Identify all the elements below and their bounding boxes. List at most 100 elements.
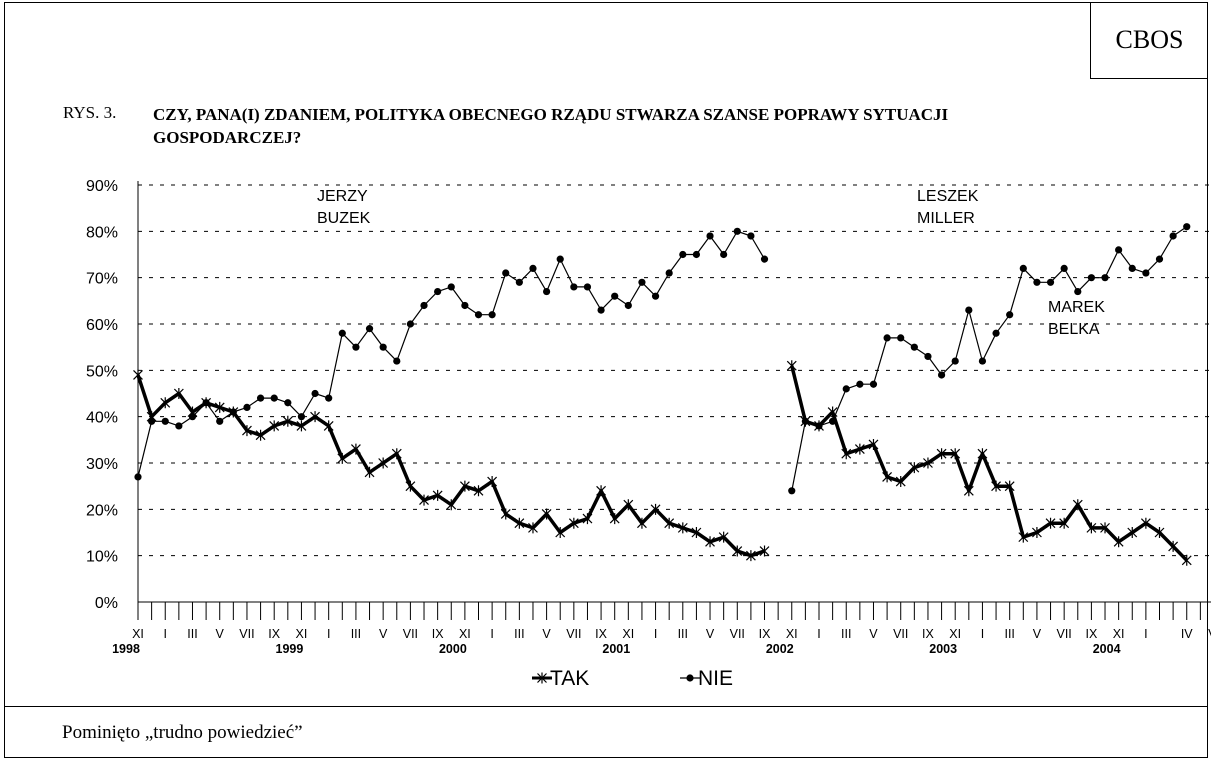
data-point bbox=[651, 292, 660, 300]
series-line-nie bbox=[137, 230, 766, 478]
data-point bbox=[978, 357, 987, 365]
data-point bbox=[541, 508, 552, 520]
data-point bbox=[391, 448, 402, 460]
data-point bbox=[815, 422, 823, 430]
x-tick-label: I bbox=[163, 627, 166, 641]
data-point bbox=[882, 471, 893, 483]
data-point bbox=[229, 408, 237, 416]
figure-number: RYS. 3. bbox=[63, 103, 117, 122]
x-tick-label: IV bbox=[1181, 627, 1193, 641]
data-point bbox=[337, 452, 348, 464]
figure-frame bbox=[4, 2, 1208, 758]
data-point bbox=[965, 306, 973, 314]
data-point bbox=[1087, 274, 1095, 282]
data-point bbox=[1168, 540, 1179, 552]
x-tick-label: IX bbox=[1085, 627, 1097, 641]
x-tick-label: XI bbox=[949, 627, 961, 641]
data-point bbox=[487, 476, 498, 488]
x-tick-label: XI bbox=[296, 627, 308, 641]
x-tick-label: VII bbox=[403, 627, 418, 641]
data-point bbox=[297, 413, 306, 421]
annotation-label: BELKA bbox=[1048, 321, 1100, 338]
data-point bbox=[1142, 269, 1150, 277]
y-tick-label: 20% bbox=[86, 502, 118, 519]
data-point bbox=[556, 255, 564, 263]
data-point bbox=[677, 522, 688, 534]
data-point bbox=[459, 480, 470, 492]
data-point bbox=[910, 343, 918, 351]
x-tick-label: V bbox=[869, 627, 878, 641]
line-chart: 0%10%20%30%40%50%60%70%80%90%XI I III V VII I… bbox=[86, 178, 1211, 690]
data-point bbox=[269, 420, 280, 432]
x-tick-label: I bbox=[490, 627, 493, 641]
data-point bbox=[434, 287, 442, 296]
data-point bbox=[732, 545, 743, 557]
x-tick-label: XI bbox=[1113, 627, 1125, 641]
series-line-tak bbox=[790, 365, 1188, 562]
data-point bbox=[924, 352, 932, 361]
data-point bbox=[991, 480, 1001, 492]
x-tick-label: V bbox=[542, 627, 551, 641]
x-tick-label: III bbox=[187, 627, 197, 641]
data-point bbox=[350, 443, 361, 455]
data-point bbox=[720, 250, 728, 259]
data-point bbox=[1060, 264, 1068, 272]
x-tick-label: III bbox=[514, 627, 524, 641]
data-point bbox=[1046, 278, 1055, 286]
data-point bbox=[869, 380, 878, 388]
x-tick-label: III bbox=[678, 627, 688, 641]
data-point bbox=[856, 380, 864, 388]
data-point bbox=[537, 672, 547, 684]
data-point bbox=[597, 306, 605, 314]
data-point bbox=[310, 411, 320, 423]
data-point bbox=[284, 399, 292, 407]
y-tick-label: 30% bbox=[86, 456, 118, 473]
data-point bbox=[664, 517, 675, 529]
data-point bbox=[718, 531, 729, 543]
data-point bbox=[733, 227, 741, 235]
data-point bbox=[1074, 287, 1082, 296]
y-tick-label: 10% bbox=[86, 549, 118, 566]
x-tick-label: I bbox=[654, 627, 657, 641]
data-point bbox=[650, 503, 661, 515]
data-point bbox=[1006, 311, 1014, 319]
data-point bbox=[788, 487, 796, 495]
data-point bbox=[446, 499, 457, 511]
data-point bbox=[420, 301, 428, 310]
data-point bbox=[160, 397, 171, 409]
annotation-label: BUZEK bbox=[317, 210, 371, 227]
data-point bbox=[488, 311, 496, 319]
y-tick-label: 90% bbox=[86, 178, 118, 195]
y-tick-label: 0% bbox=[95, 595, 118, 612]
data-point bbox=[1004, 480, 1015, 492]
data-point bbox=[923, 457, 933, 469]
data-point bbox=[854, 443, 865, 455]
data-point bbox=[173, 388, 184, 399]
data-point bbox=[897, 334, 905, 342]
annotation-label: MAREK bbox=[1048, 299, 1105, 316]
data-point bbox=[801, 417, 809, 425]
data-point bbox=[134, 473, 142, 481]
data-point bbox=[1086, 522, 1097, 534]
legend-marker bbox=[686, 674, 694, 682]
x-tick-label: VII bbox=[893, 627, 908, 641]
data-point bbox=[829, 417, 837, 425]
data-point bbox=[1018, 531, 1029, 543]
data-point bbox=[365, 325, 374, 333]
data-point bbox=[393, 357, 401, 365]
data-point bbox=[963, 485, 974, 497]
data-point bbox=[256, 394, 265, 402]
data-point bbox=[528, 522, 538, 534]
data-point bbox=[1155, 255, 1164, 263]
data-point bbox=[568, 517, 579, 529]
data-point bbox=[529, 264, 537, 272]
y-tick-label: 40% bbox=[86, 410, 118, 427]
x-tick-label: I bbox=[981, 627, 984, 641]
data-point bbox=[611, 292, 619, 300]
data-point bbox=[624, 301, 632, 310]
x-tick-label: IX bbox=[759, 627, 771, 641]
source-label: CBOS bbox=[1090, 2, 1208, 79]
x-tick-label: I bbox=[327, 627, 330, 641]
data-point bbox=[514, 517, 525, 529]
data-point bbox=[311, 389, 319, 398]
